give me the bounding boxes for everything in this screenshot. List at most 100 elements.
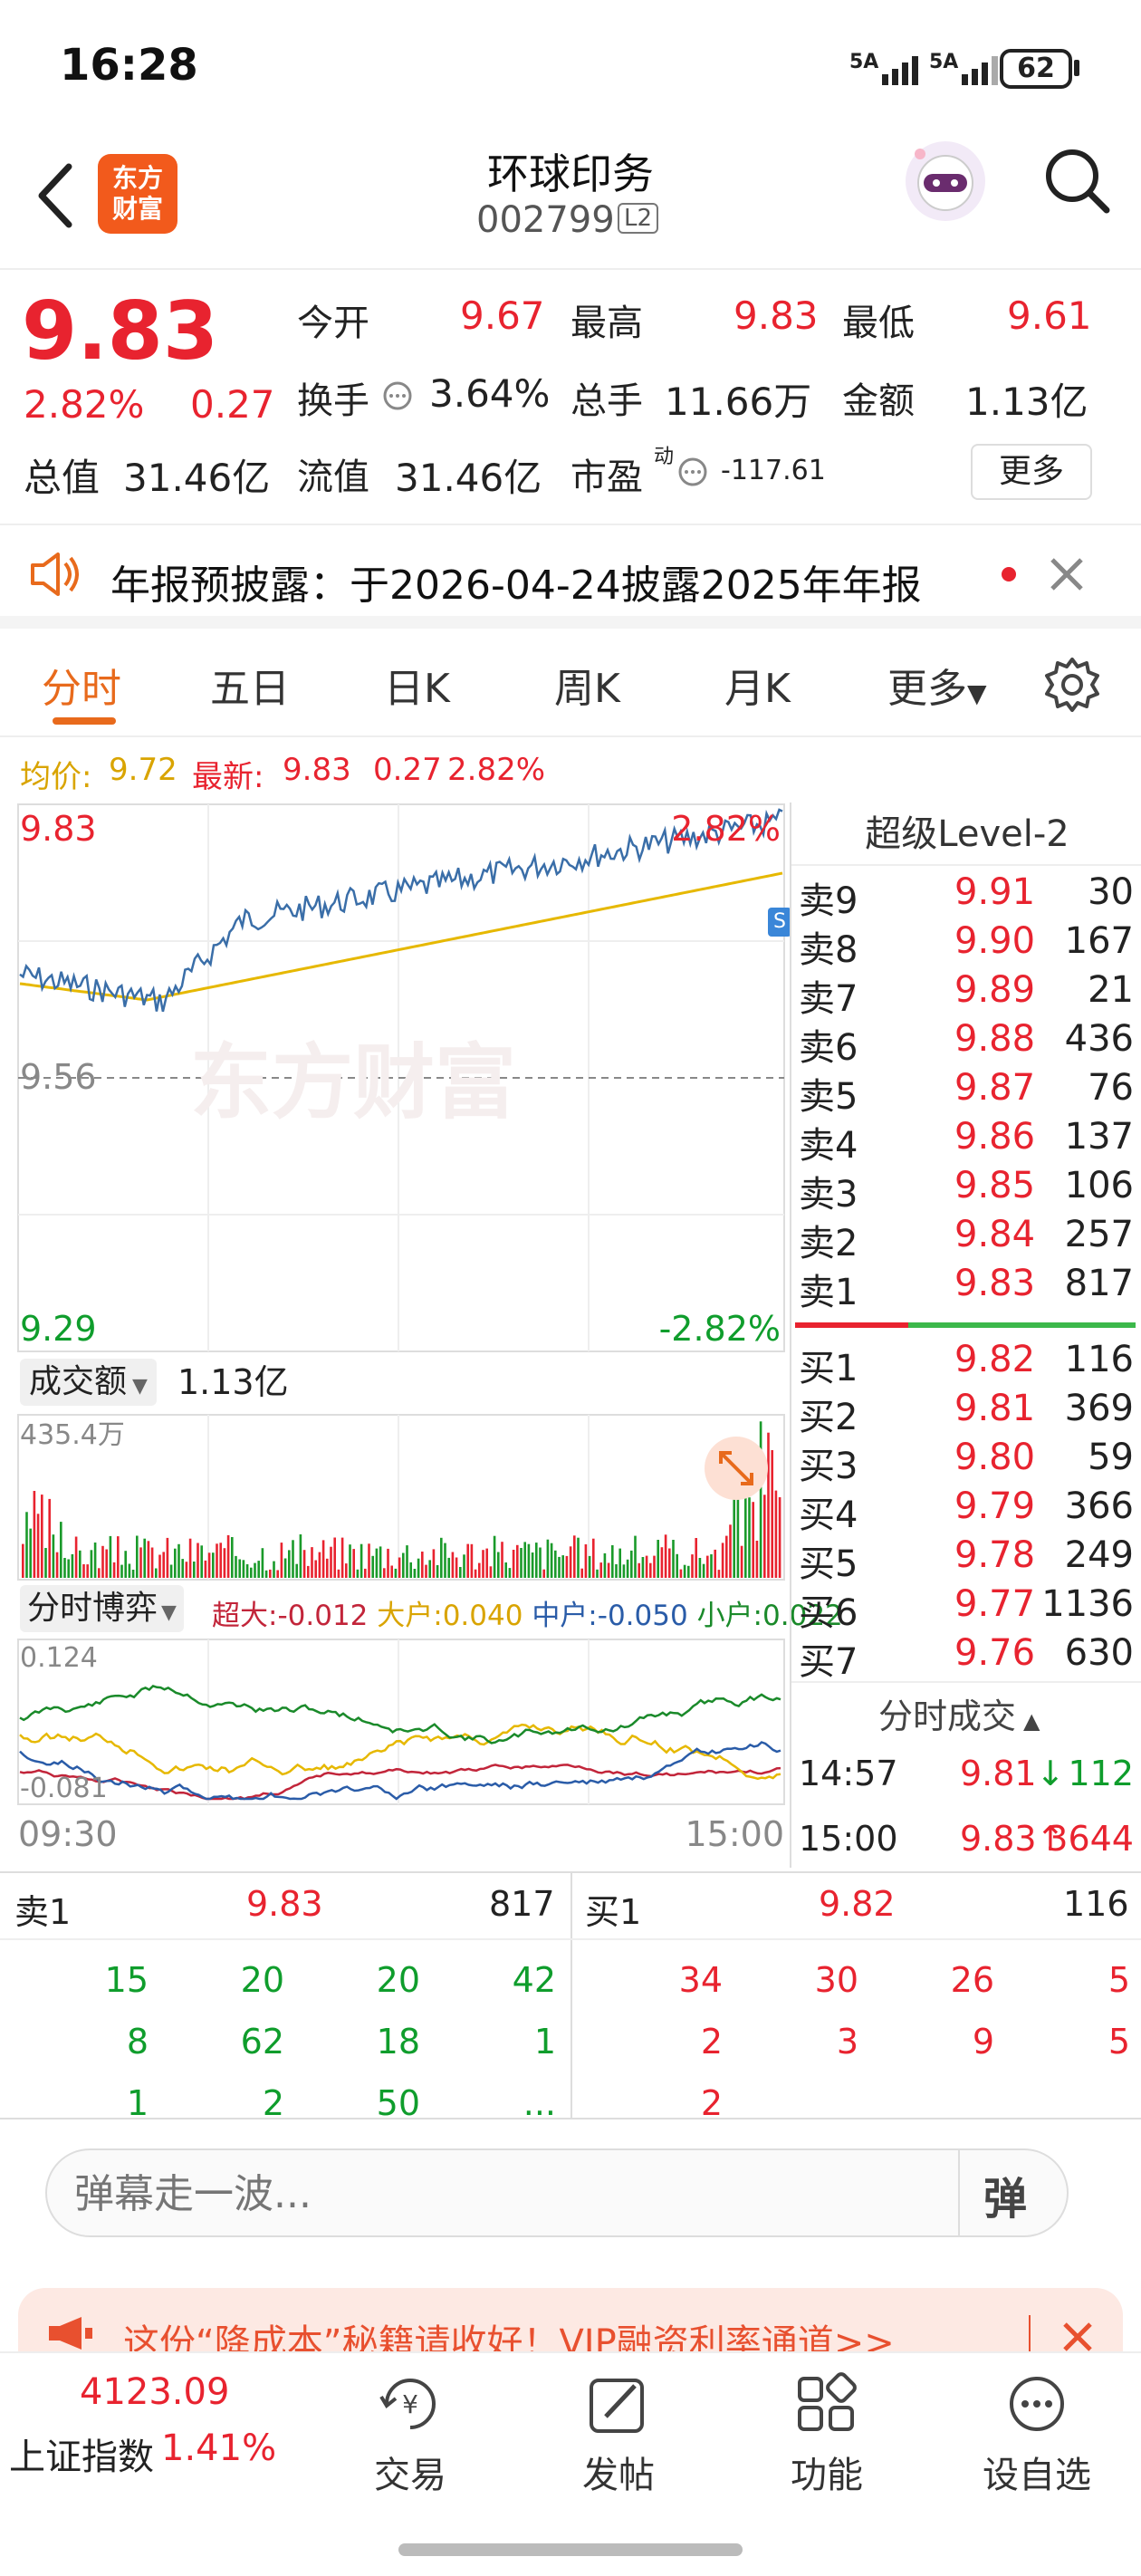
- close-promo-icon[interactable]: [1060, 2319, 1096, 2355]
- post-button[interactable]: 发帖: [551, 2371, 686, 2498]
- volume-bar: [231, 1537, 234, 1578]
- volume-bar: [459, 1567, 462, 1578]
- search-icon[interactable]: [1041, 145, 1114, 217]
- volume-bar: [470, 1543, 474, 1578]
- ask-row[interactable]: 卖2 9.84 257: [791, 1214, 1141, 1264]
- volume-bar: [340, 1537, 344, 1578]
- bid-row[interactable]: 买7 9.76 630: [791, 1632, 1141, 1683]
- price-line: [19, 808, 783, 1013]
- volume-bar: [569, 1546, 572, 1578]
- danmu-input-bar[interactable]: 弹: [45, 2148, 1069, 2237]
- volume-bar: [360, 1543, 363, 1578]
- index-value[interactable]: 4123.09: [80, 2371, 230, 2413]
- open-price: 9.67: [460, 293, 545, 338]
- volume-bar: [698, 1558, 702, 1578]
- ask-row[interactable]: 卖9 9.91 30: [791, 871, 1141, 922]
- volume-bar: [710, 1554, 713, 1578]
- tab-intraday[interactable]: 分时: [42, 666, 121, 712]
- back-icon[interactable]: [33, 159, 78, 232]
- s-marker-icon[interactable]: S: [768, 908, 791, 937]
- volume-selector[interactable]: 成交额 ▼: [20, 1359, 157, 1406]
- index-name[interactable]: 上证指数: [9, 2437, 154, 2478]
- intraday-chart-svg: 东方财富 9.83 9.56 9.29 2.82% -2.82% 435.4万 …: [17, 803, 785, 1854]
- level2-orderbook[interactable]: 超级Level-2 卖9 9.91 30 卖8 9.90 167 卖7 9.89 21 卖6 9.8…: [790, 803, 1141, 1868]
- tab-month-k[interactable]: 月K: [724, 666, 791, 712]
- volume-bar: [752, 1502, 754, 1578]
- ask-row[interactable]: 卖8 9.90 167: [791, 920, 1141, 971]
- close-icon[interactable]: [1047, 554, 1087, 594]
- ask-row[interactable]: 卖4 9.86 137: [791, 1116, 1141, 1167]
- volume-bar: [63, 1558, 66, 1578]
- trade-button[interactable]: ¥ 交易: [342, 2371, 478, 2498]
- volume-bar: [748, 1497, 751, 1578]
- volume-bar: [235, 1555, 237, 1578]
- logo-text-1: 东方: [111, 163, 163, 193]
- robot-assistant-icon[interactable]: [902, 138, 989, 225]
- info-icon[interactable]: [382, 380, 413, 411]
- ticks-title[interactable]: 分时成交 ▲: [878, 1688, 1040, 1738]
- volume-bar: [679, 1569, 683, 1578]
- volume-bar: [333, 1537, 336, 1578]
- danmu-input[interactable]: [74, 2167, 944, 2221]
- tick-price: 9.83: [960, 1819, 1037, 1859]
- active-tab-indicator: [53, 717, 116, 725]
- volume-bar: [257, 1561, 260, 1578]
- tab-five-day[interactable]: 五日: [210, 666, 290, 712]
- add-watchlist-button[interactable]: 设自选: [969, 2371, 1105, 2498]
- settings-gear-icon[interactable]: [1043, 656, 1101, 714]
- volume-bar: [558, 1556, 561, 1578]
- volume-bar: [474, 1569, 477, 1578]
- volume-bar: [668, 1548, 671, 1578]
- bid-row[interactable]: 买2 9.81 369: [791, 1388, 1141, 1438]
- volume-bar: [615, 1564, 618, 1578]
- tab-more[interactable]: 更多▼: [887, 656, 987, 714]
- ask-row[interactable]: 卖6 9.88 436: [791, 1018, 1141, 1069]
- low-label: 最低: [842, 303, 915, 344]
- super-large-line: [19, 1764, 781, 1801]
- tab-day-k[interactable]: 日K: [384, 666, 450, 712]
- volume-bar: [387, 1548, 389, 1578]
- volume-bar: [425, 1564, 427, 1578]
- volume-bar: [695, 1538, 697, 1578]
- tab-more-label: 更多: [887, 666, 967, 712]
- expand-icon[interactable]: [705, 1437, 768, 1500]
- volume-bar: [512, 1550, 515, 1578]
- bid-row[interactable]: 买1 9.82 116: [791, 1339, 1141, 1389]
- volume-bar: [238, 1559, 241, 1578]
- queue-buy-label: 买1: [585, 1892, 642, 1932]
- bid-volume: 630: [1064, 1632, 1134, 1674]
- app-logo[interactable]: 东方 财富: [98, 154, 177, 234]
- intraday-chart-area[interactable]: 东方财富 9.83 9.56 9.29 2.82% -2.82% 435.4万 …: [0, 803, 843, 1868]
- game-selector[interactable]: 分时博弈 ▼: [20, 1585, 184, 1632]
- bid-row[interactable]: 买3 9.80 59: [791, 1437, 1141, 1487]
- volume-bar: [337, 1569, 340, 1578]
- function-button[interactable]: 功能: [759, 2371, 895, 2498]
- small-line: [19, 1684, 781, 1745]
- ask-row[interactable]: 卖1 9.83 817: [791, 1263, 1141, 1313]
- volume-bar: [657, 1540, 659, 1578]
- bid-row[interactable]: 买5 9.78 249: [791, 1534, 1141, 1585]
- volume-bar: [516, 1544, 519, 1578]
- volume-bar: [702, 1563, 705, 1578]
- pe-info-icon[interactable]: [677, 457, 708, 487]
- status-bar: 16:28 5A 5A 62: [0, 0, 1141, 136]
- volume-bar: [55, 1552, 59, 1578]
- tab-week-k[interactable]: 周K: [554, 666, 620, 712]
- volume-bar: [463, 1554, 465, 1578]
- volume-bar: [207, 1552, 211, 1578]
- volume-bar: [269, 1569, 272, 1578]
- danmu-toggle-button[interactable]: 弹: [983, 2174, 1028, 2225]
- stock-name: 环球印务: [487, 149, 654, 198]
- ask-row[interactable]: 卖7 9.89 21: [791, 969, 1141, 1020]
- notice-bar[interactable]: 年报预披露：于2026-04-24披露2025年年报: [0, 527, 1141, 629]
- ask-row[interactable]: 卖3 9.85 106: [791, 1165, 1141, 1216]
- promo-banner[interactable]: 这份“降成本”秘籍请收好！VIP融资利率通道>>: [18, 2288, 1123, 2360]
- bid-row[interactable]: 买4 9.79 366: [791, 1485, 1141, 1536]
- more-button[interactable]: 更多: [971, 444, 1092, 500]
- pct-axis-bottom: -2.82%: [659, 1309, 781, 1349]
- queue-sell-price: 9.83: [246, 1884, 323, 1924]
- volume-bar: [188, 1538, 192, 1578]
- bid-row[interactable]: 买6 9.77 1136: [791, 1583, 1141, 1634]
- ask-row[interactable]: 卖5 9.87 76: [791, 1067, 1141, 1118]
- volume-bar: [554, 1550, 557, 1578]
